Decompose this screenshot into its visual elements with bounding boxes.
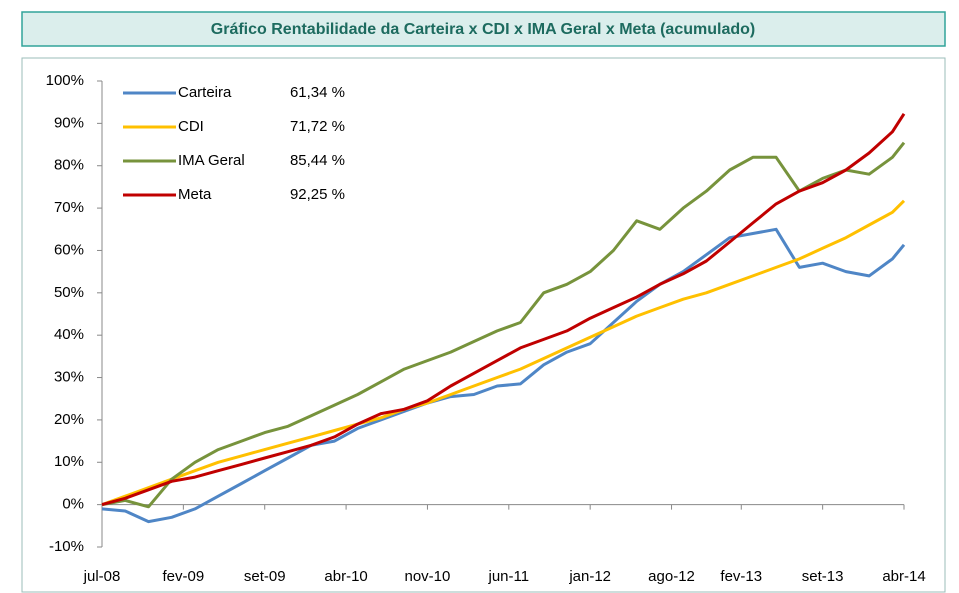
y-tick-label: 0% — [62, 496, 84, 513]
y-tick-label: 20% — [54, 411, 84, 428]
y-tick-label: 60% — [54, 241, 84, 258]
x-tick-label: jan-12 — [568, 568, 611, 585]
legend-value: 85,44 % — [290, 152, 345, 169]
series-line — [101, 141, 906, 509]
series-line — [101, 199, 906, 507]
legend-value: 92,25 % — [290, 186, 345, 203]
chart-frame — [21, 57, 946, 593]
y-tick-label: 100% — [46, 72, 84, 89]
x-tick-label: fev-09 — [163, 568, 205, 585]
y-tick-label: 30% — [54, 369, 84, 386]
x-tick-label: abr-14 — [882, 568, 925, 585]
legend-label: CDI — [178, 118, 204, 135]
y-tick-label: 80% — [54, 157, 84, 174]
series-line — [101, 227, 906, 524]
y-tick-label: 10% — [54, 453, 84, 470]
x-tick-label: jun-11 — [488, 568, 530, 585]
legend-value: 61,34 % — [290, 84, 345, 101]
x-tick-label: jul-08 — [83, 568, 121, 585]
y-tick-label: -10% — [49, 538, 84, 555]
legend-value: 71,72 % — [290, 118, 345, 135]
legend-label: Meta — [178, 186, 212, 203]
x-tick-label: set-09 — [244, 568, 286, 585]
y-tick-label: 40% — [54, 326, 84, 343]
chart-title: Gráfico Rentabilidade da Carteira x CDI … — [211, 21, 755, 38]
title-box — [21, 11, 946, 47]
x-tick-label: set-13 — [802, 568, 844, 585]
legend-label: Carteira — [178, 84, 232, 101]
x-tick-label: nov-10 — [405, 568, 451, 585]
y-tick-label: 70% — [54, 199, 84, 216]
x-tick-label: ago-12 — [648, 568, 695, 585]
y-tick-label: 50% — [54, 284, 84, 301]
x-tick-label: abr-10 — [324, 568, 367, 585]
y-tick-label: 90% — [54, 114, 84, 131]
x-tick-label: fev-13 — [720, 568, 762, 585]
legend-label: IMA Geral — [178, 152, 245, 169]
series-line — [101, 112, 906, 507]
